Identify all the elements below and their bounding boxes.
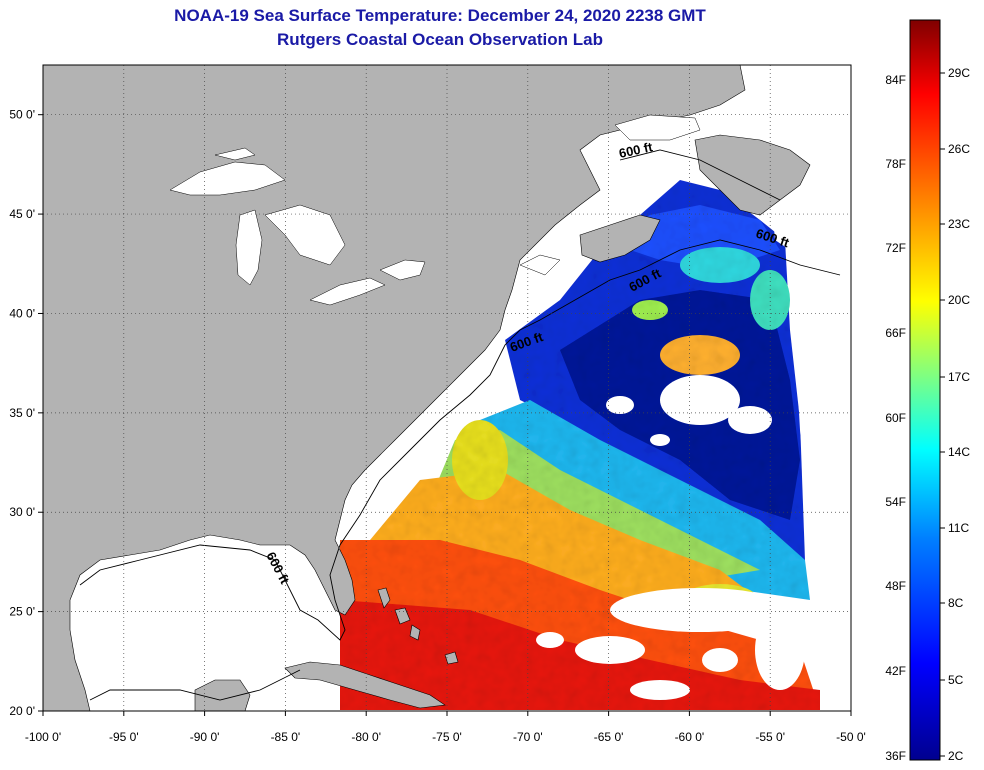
- lon-tick-label: -55 0': [755, 730, 785, 744]
- colorbar-c-label: 26C: [948, 142, 970, 156]
- isobath-label: 600 ft: [618, 139, 655, 161]
- colorbar-f-label: 78F: [885, 157, 906, 171]
- lon-tick-label: -100 0': [25, 730, 61, 744]
- colorbar-c-label: 5C: [948, 673, 964, 687]
- land: [43, 65, 811, 711]
- colorbar-c-label: 17C: [948, 370, 970, 384]
- colorbar-c-label: 8C: [948, 596, 964, 610]
- latitude-tick-labels: 20 0' 25 0' 30 0' 35 0' 40 0' 45 0' 50 0': [9, 108, 43, 718]
- lon-tick-label: -75 0': [432, 730, 462, 744]
- lon-tick-label: -80 0': [351, 730, 381, 744]
- map-title: NOAA-19 Sea Surface Temperature: Decembe…: [174, 6, 706, 25]
- sst-swath: [340, 180, 820, 710]
- cloud-mask: [536, 375, 805, 700]
- colorbar-c-label: 23C: [948, 217, 970, 231]
- colorbar-c-label: 20C: [948, 293, 970, 307]
- lon-tick-label: -70 0': [513, 730, 543, 744]
- colorbar-c-label: 14C: [948, 445, 970, 459]
- lon-tick-label: -65 0': [594, 730, 624, 744]
- colorbar-c-label: 29C: [948, 66, 970, 80]
- colorbar-celsius-labels: 29C 26C 23C 20C 17C 14C 11C 8C 5C 2C: [940, 66, 970, 763]
- colorbar-f-label: 72F: [885, 241, 906, 255]
- isobath-600ft: [79, 149, 841, 701]
- colorbar-f-label: 48F: [885, 579, 906, 593]
- colorbar-c-label: 11C: [948, 521, 969, 535]
- lat-tick-label: 50 0': [9, 108, 35, 122]
- lat-tick-label: 25 0': [9, 605, 35, 619]
- lon-tick-label: -95 0': [109, 730, 139, 744]
- colorbar: [909, 19, 941, 761]
- lon-tick-label: -90 0': [190, 730, 220, 744]
- lat-tick-label: 30 0': [9, 505, 35, 519]
- colorbar-f-label: 60F: [885, 411, 906, 425]
- lat-tick-label: 20 0': [9, 704, 35, 718]
- great-lakes: [169, 114, 701, 306]
- colorbar-f-label: 66F: [885, 326, 906, 340]
- lon-tick-label: -85 0': [271, 730, 301, 744]
- lat-tick-label: 45 0': [9, 207, 35, 221]
- lat-tick-label: 35 0': [9, 406, 35, 420]
- colorbar-c-label: 2C: [948, 749, 964, 763]
- colorbar-f-label: 42F: [885, 664, 906, 678]
- longitude-tick-labels: -100 0' -95 0' -90 0' -85 0' -80 0' -75 0' -70…: [25, 711, 866, 744]
- lon-tick-label: -60 0': [675, 730, 705, 744]
- lon-tick-label: -50 0': [836, 730, 866, 744]
- colorbar-f-label: 36F: [885, 749, 906, 763]
- lat-tick-label: 40 0': [9, 306, 35, 320]
- map-subtitle: Rutgers Coastal Ocean Observation Lab: [277, 30, 603, 49]
- colorbar-f-label: 84F: [885, 73, 906, 87]
- colorbar-f-label: 54F: [885, 495, 906, 509]
- colorbar-fahrenheit-labels: 84F 78F 72F 66F 60F 54F 48F 42F 36F: [885, 73, 906, 763]
- no-data-east: [760, 65, 851, 711]
- graticule: [43, 65, 851, 711]
